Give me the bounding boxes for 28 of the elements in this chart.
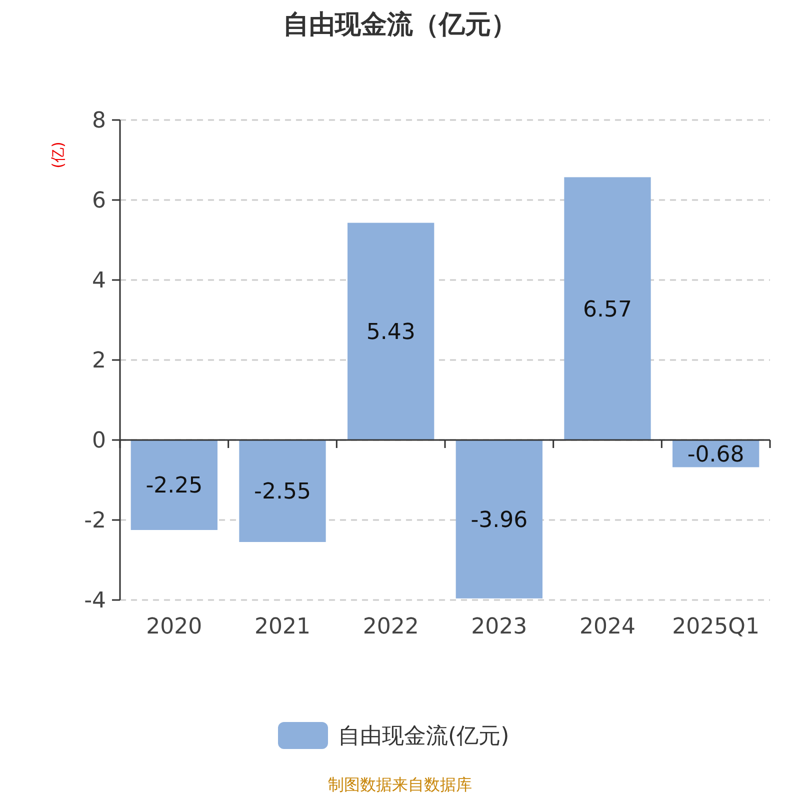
bar: [348, 222, 434, 440]
y-tick-label: 0: [92, 428, 106, 454]
bar: [130, 440, 218, 530]
x-tick-label: 2023: [471, 614, 528, 640]
bar: [239, 440, 326, 542]
y-tick-label: 2: [92, 348, 106, 374]
bar: [456, 440, 542, 598]
chart-title: 自由现金流（亿元）: [283, 10, 517, 40]
data-label: -2.55: [254, 480, 311, 505]
text: 制图数据来自数据库: [328, 775, 472, 794]
legend-label: 自由现金流(亿元): [338, 724, 510, 750]
x-tick-label: 2020: [146, 614, 202, 640]
bar: [564, 177, 651, 440]
y-tick-label: -4: [84, 588, 106, 614]
y-tick-label: 6: [92, 188, 106, 214]
data-label: -3.96: [470, 508, 528, 533]
y-tick-label: 4: [92, 268, 106, 294]
x-tick-label: 2024: [580, 614, 636, 640]
x-tick-label: 2022: [362, 614, 419, 640]
data-label: 6.57: [583, 297, 632, 322]
y-tick-label: -2: [84, 508, 106, 534]
x-tick-label: 2025Q1: [672, 614, 760, 640]
data-label: -2.25: [146, 474, 203, 499]
data-label: -0.68: [687, 442, 744, 468]
y-tick-label: 8: [92, 108, 106, 134]
data-label: 5.43: [366, 320, 416, 346]
x-tick-label: 2021: [254, 614, 310, 640]
y-axis-title: (亿): [49, 142, 67, 168]
